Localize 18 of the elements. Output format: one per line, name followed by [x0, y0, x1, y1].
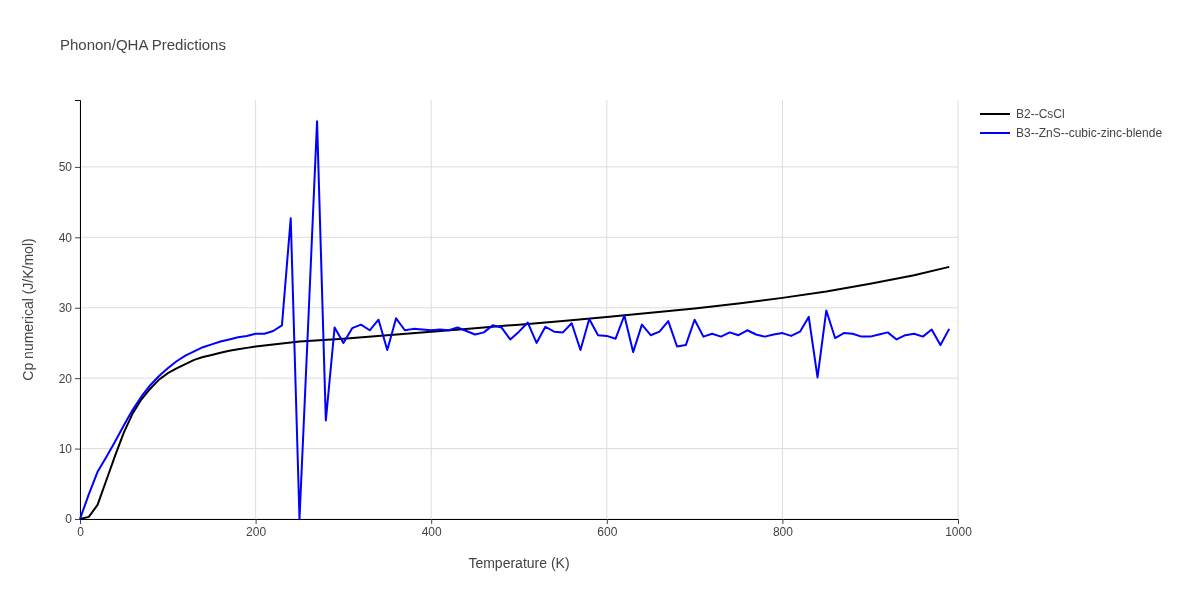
y-tick-label: 0: [65, 512, 73, 527]
y-tick-label: 40: [58, 230, 73, 245]
y-tick-label: 20: [58, 371, 73, 386]
line-series: [79, 120, 951, 520]
x-tick-label: 1000: [945, 524, 973, 539]
x-tick-label: 800: [772, 524, 794, 539]
y-tick-label: 30: [58, 301, 73, 316]
y-tick-label: 10: [58, 441, 73, 456]
legend-label: B2--CsCl: [1016, 107, 1065, 121]
x-tick-label: 200: [246, 524, 267, 539]
x-axis-title: Temperature (K): [468, 555, 570, 571]
x-tick-label: 0: [77, 524, 85, 539]
y-axis-title: Cp numerical (J/K/mol): [20, 238, 36, 381]
legend-label: B3--ZnS--cubic-zinc-blende: [1016, 126, 1163, 140]
chart-title: Phonon/QHA Predictions: [60, 36, 226, 53]
x-tick-label: 600: [597, 524, 618, 539]
x-tick-label: 400: [421, 524, 443, 539]
y-tick-label: 50: [58, 160, 73, 175]
